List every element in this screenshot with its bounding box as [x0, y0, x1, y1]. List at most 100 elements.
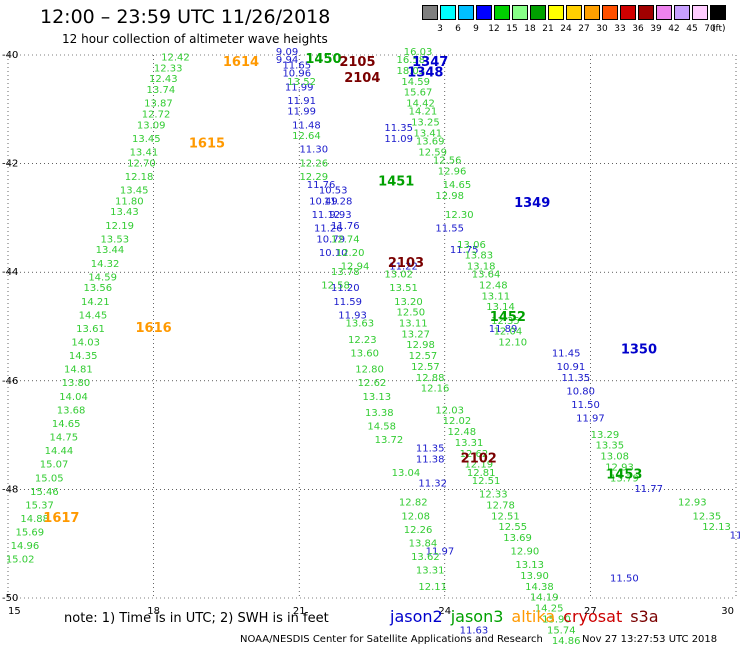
wave-height-value: 11.30	[299, 145, 328, 156]
scale-label: 18	[524, 24, 536, 34]
scale-label: 33	[614, 24, 626, 34]
wave-height-value: 15.07	[40, 460, 69, 471]
scale-swatch	[422, 5, 438, 20]
wave-height-value: 13.31	[416, 566, 445, 577]
wave-height-value: 13.31	[455, 438, 484, 449]
wave-height-value: 13.69	[416, 137, 445, 148]
wave-height-value: 12.19	[105, 221, 134, 232]
pass-label: 1349	[514, 196, 550, 211]
wave-height-value: 18.03	[397, 66, 426, 77]
lat-tick-label: -40	[2, 50, 18, 61]
lat-tick-label: -42	[2, 159, 18, 170]
lon-tick-label: 21	[293, 606, 306, 617]
wave-height-value: 11.59	[333, 297, 362, 308]
wave-height-value: 11.22	[389, 261, 418, 272]
wave-height-value: 14.04	[59, 392, 88, 403]
wave-height-value: 11.35	[562, 373, 591, 384]
pass-label: 1348	[407, 66, 443, 81]
wave-height-value: 11.93	[338, 310, 367, 321]
wave-height-value: 10.96	[282, 69, 311, 80]
scale-label: 21	[542, 24, 554, 34]
lon-tick-label: 24	[438, 606, 451, 617]
wave-height-value: 12.16	[421, 384, 450, 395]
wave-height-value: 14.45	[79, 310, 108, 321]
wave-height-value: 13.56	[83, 283, 112, 294]
lon-tick-label: 30	[721, 606, 734, 617]
scale-swatch	[530, 5, 546, 20]
wave-height-value: 15.67	[404, 88, 433, 99]
wave-height-value: 9.09	[276, 47, 298, 58]
wave-height-value: 13.08	[600, 452, 629, 463]
wave-height-value: 11.45	[552, 348, 581, 359]
wave-height-value: 14.38	[525, 582, 554, 593]
wave-height-values: 12.4212.3312.4313.7413.8712.7213.0913.45…	[6, 47, 740, 647]
wave-height-value: 13.20	[394, 297, 423, 308]
wave-height-value: 12.96	[438, 166, 467, 177]
wave-height-value: 11.63	[460, 625, 489, 636]
wave-height-value: 15.05	[35, 473, 64, 484]
wave-height-value: 11.28	[324, 196, 353, 207]
scale-swatch	[620, 5, 636, 20]
wave-height-value: 12.23	[348, 335, 377, 346]
wave-height-value: 14.65	[443, 180, 472, 191]
wave-height-value: 13.84	[409, 538, 438, 549]
scale-label: 45	[686, 24, 698, 34]
scale-swatch	[476, 5, 492, 20]
wave-height-value: 13.52	[287, 77, 316, 88]
wave-height-value: 13.43	[110, 207, 139, 218]
wave-height-value: 10.80	[566, 386, 595, 397]
wave-height-value: 12.93	[605, 462, 634, 473]
wave-height-value: 13.60	[350, 348, 379, 359]
wave-height-value: 9.94	[276, 55, 298, 66]
wave-height-value: 11.99	[285, 82, 314, 93]
wave-height-value: 10.10	[319, 248, 348, 259]
lat-tick-label: -46	[2, 376, 18, 387]
wave-height-value: 12.29	[299, 172, 328, 183]
wave-height-value: 13.35	[595, 441, 624, 452]
scale-swatch	[638, 5, 654, 20]
wave-height-value: 13.13	[363, 392, 392, 403]
legend-entry-cryosat: cryosat	[563, 607, 623, 626]
wave-height-value: 12.50	[397, 308, 426, 319]
scale-label: 42	[668, 24, 680, 34]
pass-label: 1452	[490, 310, 526, 325]
wave-height-value: 12.90	[511, 547, 540, 558]
scale-label: 15	[506, 24, 518, 34]
units-note: note: 1) Time is in UTC; 2) SWH is in fe…	[64, 611, 329, 626]
map-subtitle: 12 hour collection of altimeter wave hei…	[62, 32, 328, 46]
wave-height-value: 15.69	[16, 528, 45, 539]
pass-label: 1617	[43, 511, 79, 526]
wave-height-value: 13.64	[472, 270, 501, 281]
pass-label: 1350	[621, 343, 657, 358]
wave-height-value: 12.26	[299, 158, 328, 169]
wave-height-value: 14.21	[409, 107, 438, 118]
wave-height-value: 14.59	[401, 77, 430, 88]
pass-label: 2103	[388, 256, 424, 271]
pass-label: 1614	[223, 55, 259, 70]
legend-entry-jason3: jason3	[450, 607, 504, 626]
scale-label: 30	[596, 24, 608, 34]
wave-height-value: 15.46	[30, 487, 59, 498]
wave-height-value: 11.65	[282, 61, 311, 72]
wave-height-value: 12.59	[418, 147, 447, 158]
wave-height-value: 13.09	[137, 120, 166, 131]
wave-height-value: 11.99	[287, 107, 316, 118]
wave-height-value: 11.75	[450, 245, 479, 256]
wave-height-value: 13.25	[411, 118, 440, 129]
wave-height-value: 12.55	[498, 522, 527, 533]
legend-entry-jason2: jason2	[390, 607, 443, 626]
map-title: 12:00 – 23:59 UTC 11/26/2018	[40, 6, 331, 28]
wave-height-value: 12.26	[404, 525, 433, 536]
scale-swatch	[458, 5, 474, 20]
axis-ticks: -40 -42 -44 -46 -48 -50 15 18 21 24 27 30	[2, 50, 734, 617]
wave-height-value: 12.48	[447, 427, 476, 438]
wave-height-value: 12.51	[472, 476, 501, 487]
wave-height-value: 14.58	[367, 422, 396, 433]
scale-label: 12	[488, 24, 500, 34]
wave-height-value: 11.50	[610, 574, 639, 585]
wave-height-value: 14.65	[52, 419, 81, 430]
wave-height-value: 10.91	[557, 362, 586, 373]
wave-height-value: 11.26	[314, 223, 343, 234]
wave-height-value: 13.44	[96, 245, 125, 256]
